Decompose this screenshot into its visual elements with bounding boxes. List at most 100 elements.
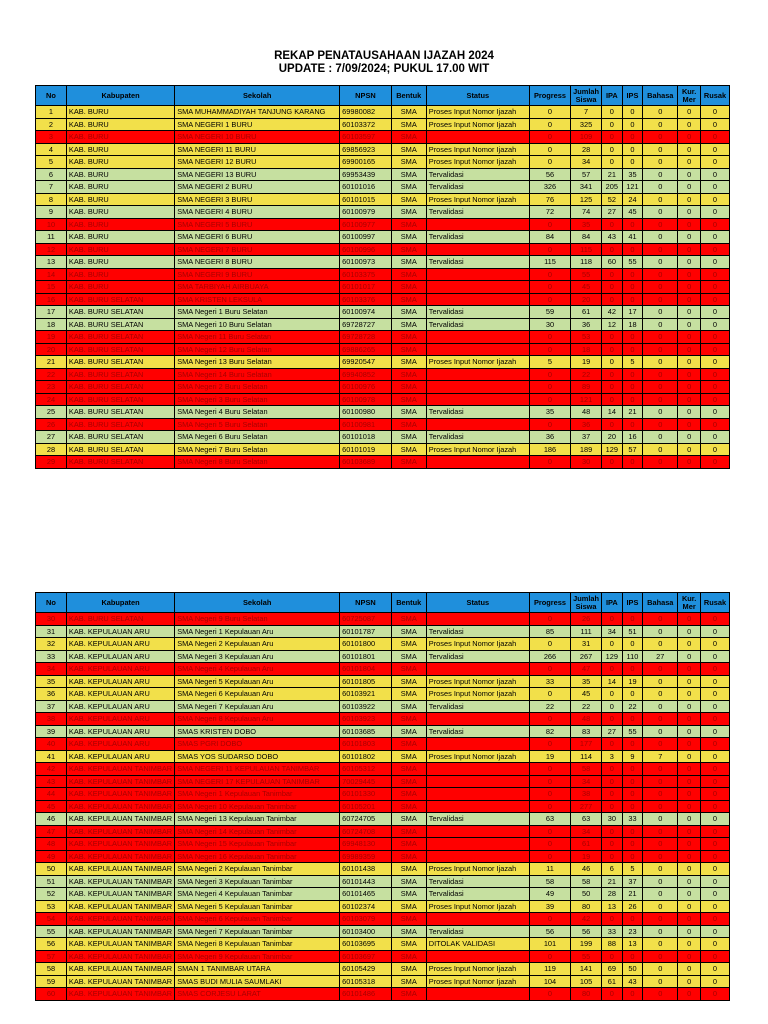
- table-row: 13 KAB. BURU SMA NEGERI 8 BURU 60100973 SMA T…: [35, 255, 731, 269]
- cell-kur-mer: 0: [677, 937, 701, 951]
- cell-ips: 22: [621, 699, 644, 713]
- cell-bentuk: SMA: [390, 774, 427, 788]
- cell-jumlah-siswa: 36: [570, 417, 603, 431]
- cell-no: 39: [35, 724, 67, 738]
- cell-status: Tervalidasi: [425, 812, 530, 826]
- header-rusak: Rusak: [699, 592, 731, 613]
- cell-bahasa: 0: [642, 192, 679, 206]
- cell-kabupaten: KAB. KEPULAUAN TANIMBAR: [65, 837, 176, 851]
- cell-bentuk: SMA: [390, 242, 427, 256]
- cell-npsn: 60103685: [339, 724, 392, 738]
- cell-no: 57: [35, 949, 67, 963]
- cell-bahasa: 0: [642, 849, 679, 863]
- cell-npsn: 60103079: [339, 912, 392, 926]
- cell-bahasa: 7: [642, 749, 679, 763]
- cell-rusak: 0: [699, 737, 731, 751]
- cell-progress: 0: [528, 762, 572, 776]
- cell-bentuk: SMA: [390, 862, 427, 876]
- table-row: 5 KAB. BURU SMA NEGERI 12 BURU 69900165 SMA P…: [35, 155, 731, 169]
- cell-jumlah-siswa: 125: [570, 192, 603, 206]
- cell-rusak: 0: [699, 612, 731, 626]
- cell-jumlah-siswa: 19: [570, 355, 603, 369]
- cell-npsn: 69728728: [339, 330, 392, 344]
- cell-kabupaten: KAB. BURU: [65, 280, 176, 294]
- cell-ipa: 33: [601, 924, 623, 938]
- cell-no: 22: [35, 367, 67, 381]
- cell-bentuk: SMA: [390, 662, 427, 676]
- cell-kur-mer: 0: [677, 812, 701, 826]
- cell-kabupaten: KAB. BURU SELATAN: [65, 380, 176, 394]
- cell-jumlah-siswa: 42: [570, 912, 603, 926]
- table-row: 17 KAB. BURU SELATAN SMA Negeri 1 Buru Sel…: [35, 305, 731, 319]
- cell-ips: 55: [621, 724, 644, 738]
- table-row: 32 KAB. KEPULAUAN ARU SMA Negeri 2 Kepulau…: [35, 637, 731, 651]
- table-row: 1 KAB. BURU SMA MUHAMMADIYAH TANJUNG KARAN…: [35, 105, 731, 119]
- cell-progress: 0: [528, 242, 572, 256]
- cell-jumlah-siswa: 37: [570, 430, 603, 444]
- cell-npsn: 60100973: [339, 255, 392, 269]
- cell-jumlah-siswa: 36: [570, 317, 603, 331]
- cell-status: Proses Input Nomor Ijazah: [425, 192, 530, 206]
- cell-no: 60: [35, 987, 67, 1001]
- cell-sekolah: SMAS PGRI DOBO: [174, 737, 341, 751]
- table-row: 57 KAB. KEPULAUAN TANIMBAR SMA Negeri 9 Ke…: [35, 949, 731, 963]
- cell-no: 56: [35, 937, 67, 951]
- cell-sekolah: SMA Negeri 8 Kepulauan Aru: [174, 712, 341, 726]
- cell-ipa: 14: [601, 674, 623, 688]
- cell-ips: 41: [621, 230, 644, 244]
- cell-rusak: 0: [699, 724, 731, 738]
- cell-bentuk: SMA: [390, 799, 427, 813]
- cell-jumlah-siswa: 31: [570, 637, 603, 651]
- cell-kabupaten: KAB. KEPULAUAN TANIMBAR: [65, 799, 176, 813]
- table-row: 35 KAB. KEPULAUAN ARU SMA Negeri 5 Kepulau…: [35, 674, 731, 688]
- cell-jumlah-siswa: 80: [570, 899, 603, 913]
- cell-kur-mer: 0: [677, 987, 701, 1001]
- cell-kur-mer: 0: [677, 355, 701, 369]
- cell-ipa: 28: [601, 887, 623, 901]
- cell-rusak: 0: [699, 117, 731, 131]
- cell-npsn: 60105429: [339, 962, 392, 976]
- cell-bahasa: 0: [642, 824, 679, 838]
- cell-status: Tervalidasi: [425, 874, 530, 888]
- cell-kabupaten: KAB. KEPULAUAN TANIMBAR: [65, 937, 176, 951]
- table-row: 56 KAB. KEPULAUAN TANIMBAR SMA Negeri 8 Ke…: [35, 937, 731, 951]
- cell-ipa: 0: [601, 762, 623, 776]
- cell-progress: 0: [528, 267, 572, 281]
- cell-kabupaten: KAB. BURU SELATAN: [65, 367, 176, 381]
- cell-kur-mer: 0: [677, 699, 701, 713]
- cell-status: [425, 417, 530, 431]
- cell-sekolah: SMA Negeri 11 Buru Selatan: [174, 330, 341, 344]
- cell-ips: 23: [621, 924, 644, 938]
- cell-jumlah-siswa: 58: [570, 762, 603, 776]
- cell-kur-mer: 0: [677, 305, 701, 319]
- cell-rusak: 0: [699, 380, 731, 394]
- cell-npsn: 69886265: [339, 342, 392, 356]
- cell-npsn: 60100977: [339, 217, 392, 231]
- cell-ips: 0: [621, 380, 644, 394]
- cell-ipa: 0: [601, 687, 623, 701]
- cell-sekolah: SMA Negeri 10 Buru Selatan: [174, 317, 341, 331]
- cell-rusak: 0: [699, 637, 731, 651]
- cell-npsn: 60100996: [339, 242, 392, 256]
- cell-ips: 0: [621, 392, 644, 406]
- cell-rusak: 0: [699, 180, 731, 194]
- cell-bahasa: 0: [642, 637, 679, 651]
- cell-bentuk: SMA: [390, 687, 427, 701]
- cell-bahasa: 0: [642, 899, 679, 913]
- table-row: 24 KAB. BURU SELATAN SMA Negeri 3 Buru Sel…: [35, 392, 731, 406]
- cell-sekolah: SMA TARBIYAH AIRBUAYA: [174, 280, 341, 294]
- cell-ipa: 0: [601, 105, 623, 119]
- cell-bentuk: SMA: [390, 937, 427, 951]
- cell-sekolah: SMA Negeri 13 Buru Selatan: [174, 355, 341, 369]
- table-row: 15 KAB. BURU SMA TARBIYAH AIRBUAYA 60101017…: [35, 280, 731, 294]
- cell-status: Tervalidasi: [425, 230, 530, 244]
- cell-progress: 0: [528, 130, 572, 144]
- cell-ips: 0: [621, 330, 644, 344]
- table-row: 19 KAB. BURU SELATAN SMA Negeri 11 Buru Se…: [35, 330, 731, 344]
- cell-status: [425, 774, 530, 788]
- header-sekolah: Sekolah: [174, 592, 341, 613]
- cell-status: [425, 849, 530, 863]
- table-row: 6 KAB. BURU SMA NEGERI 13 BURU 69953439 SMA T…: [35, 167, 731, 181]
- cell-rusak: 0: [699, 305, 731, 319]
- cell-npsn: 69900165: [339, 155, 392, 169]
